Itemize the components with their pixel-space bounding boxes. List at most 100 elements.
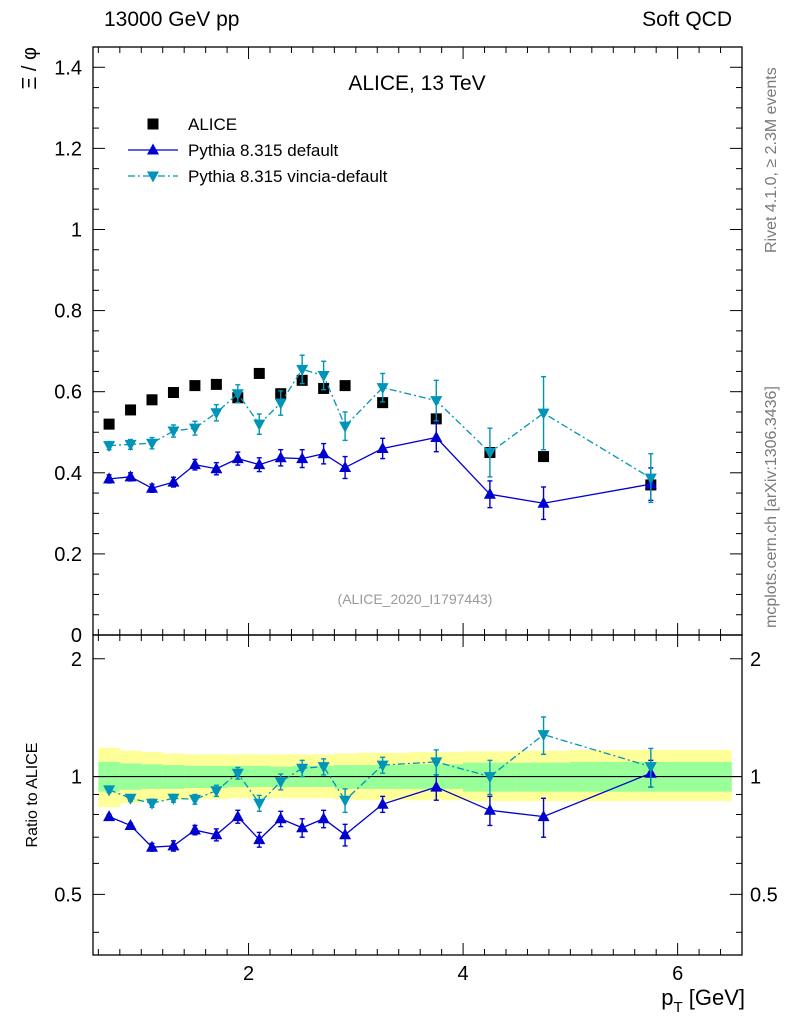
data-point-triangle-down (103, 441, 116, 453)
data-point-triangle-up (317, 447, 330, 459)
data-point-triangle-down (644, 473, 657, 485)
y-tick-label-right: 0.5 (750, 884, 778, 906)
data-point-triangle-up (339, 828, 352, 840)
data-point-triangle-down (253, 798, 266, 810)
data-point-triangle-up (124, 470, 137, 482)
data-point-triangle-up (339, 461, 352, 473)
data-point-square (210, 378, 222, 390)
rivet-version-label: Rivet 4.1.0, ≥ 2.3M events (763, 67, 780, 253)
header-left: 13000 GeV pp (104, 8, 240, 31)
x-axis-label: pT [GeV] (661, 985, 745, 1016)
data-point-square (189, 380, 201, 392)
data-point-triangle-up (124, 818, 137, 830)
y-tick-label-right: 1 (750, 767, 761, 789)
data-point-triangle-down (146, 438, 158, 450)
ratio-y-axis-label: Ratio to ALICE (24, 743, 41, 848)
data-point-triangle-up (274, 812, 287, 824)
y-tick-label: 1.4 (54, 57, 82, 79)
data-point-triangle-up (537, 810, 550, 822)
data-point-triangle-down (231, 389, 244, 401)
data-point-triangle-down (339, 421, 352, 433)
data-point-triangle-down (644, 762, 657, 774)
data-point-square (146, 394, 158, 406)
data-point-triangle-down (231, 768, 244, 780)
data-point-triangle-down (147, 171, 159, 183)
data-point-triangle-up (146, 840, 158, 852)
data-point-square (125, 404, 137, 416)
data-point-triangle-down (146, 798, 158, 810)
data-point-triangle-down (274, 398, 287, 410)
data-point-triangle-up (483, 803, 496, 815)
y-axis-label: Ξ / φ (19, 47, 41, 90)
series-pythia-8-315-default (103, 422, 657, 521)
header-right: Soft QCD (642, 8, 732, 31)
data-point-triangle-up (317, 812, 330, 824)
text-layer: 2 4 6 0 0.2 0.4 0.6 0.8 1 1.2 1.4 0.5 0.5 1 1 2 2 ALICE, … (19, 47, 778, 1016)
main-plot-frame (92, 46, 743, 636)
series-pythia-8-315-vincia-default (103, 716, 657, 814)
data-point-triangle-down (376, 760, 389, 772)
data-point-triangle-down (167, 426, 180, 438)
data-point-triangle-down (537, 408, 550, 420)
data-point-triangle-down (296, 763, 309, 775)
y-tick-label: 1 (71, 767, 82, 789)
y-tick-label: 2 (71, 649, 82, 671)
data-point-triangle-up (253, 833, 266, 845)
data-point-triangle-down (430, 396, 443, 408)
y-tick-label: 1 (71, 219, 82, 241)
x-tick-label: 6 (672, 963, 683, 985)
data-point-triangle-up (210, 462, 223, 474)
data-point-square (103, 418, 115, 430)
chart-title: ALICE, 13 TeV (348, 72, 485, 95)
data-point-triangle-up (483, 487, 496, 499)
data-point-triangle-down (274, 777, 287, 789)
data-point-triangle-up (430, 780, 443, 792)
legend: ALICE Pythia 8.315 default Pythia 8.315 vi… (128, 115, 388, 186)
data-point-triangle-down (537, 730, 550, 742)
series-pythia-8-315-vincia-default (103, 354, 657, 504)
data-point-square (339, 380, 351, 392)
data-point-triangle-up (376, 797, 389, 809)
legend-entry: Pythia 8.315 default (128, 141, 339, 160)
data-point-triangle-down (317, 762, 330, 774)
data-point-triangle-down (124, 439, 137, 451)
data-point-triangle-up (274, 451, 287, 463)
data-point-triangle-down (167, 793, 180, 805)
legend-label: Pythia 8.315 default (188, 141, 339, 160)
y-tick-label: 0.5 (54, 884, 82, 906)
data-point-square (538, 451, 550, 463)
legend-entry: ALICE (147, 115, 237, 134)
data-point-triangle-up (103, 472, 116, 484)
data-point-triangle-down (103, 785, 116, 797)
x-tick-label: 2 (243, 963, 254, 985)
data-point-triangle-down (253, 419, 266, 431)
data-point-square (377, 397, 389, 409)
data-point-triangle-down (430, 757, 443, 769)
data-point-triangle-down (188, 794, 201, 806)
data-point-triangle-up (188, 458, 201, 470)
data-point-triangle-up (430, 431, 443, 443)
data-point-triangle-down (483, 772, 496, 784)
ratio-uncertainty-bands (98, 747, 732, 808)
data-point-triangle-down (317, 370, 330, 382)
x-tick-label: 4 (458, 963, 469, 985)
data-point-triangle-down (210, 408, 223, 420)
data-point-triangle-up (296, 821, 309, 833)
axes-layer (92, 46, 743, 956)
analysis-watermark: (ALICE_2020_I1797443) (338, 591, 493, 607)
data-point-triangle-down (376, 383, 389, 395)
data-point-triangle-up (210, 828, 223, 840)
y-tick-label-right: 2 (750, 649, 761, 671)
data-point-triangle-up (147, 143, 159, 155)
ratio-inner-band (516, 762, 571, 792)
data-point-triangle-up (253, 458, 266, 470)
mcplots-label: mcplots.cern.ch [arXiv:1306.3436] (763, 386, 780, 628)
y-tick-label: 1.2 (54, 138, 82, 160)
legend-label: Pythia 8.315 vincia-default (188, 167, 388, 186)
data-point-triangle-down (339, 795, 352, 807)
data-point-triangle-up (231, 810, 244, 822)
y-tick-label: 0.4 (54, 463, 82, 485)
legend-entry: Pythia 8.315 vincia-default (128, 167, 388, 186)
y-tick-label: 0.2 (54, 544, 82, 566)
